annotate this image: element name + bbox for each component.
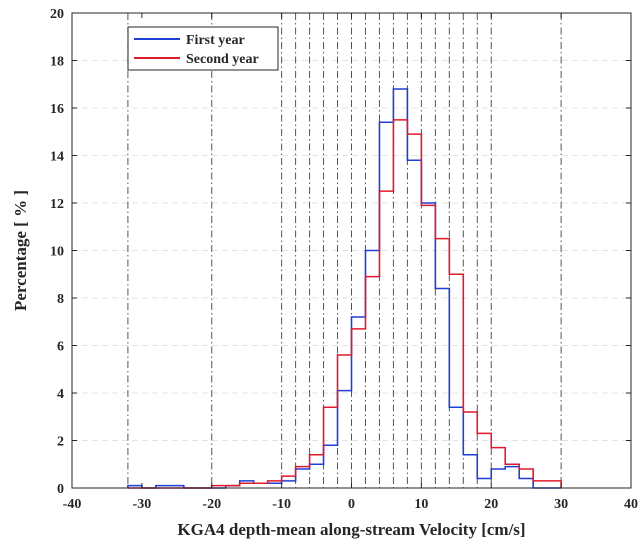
- y-tick-label: 18: [50, 55, 64, 70]
- legend: First year Second year: [127, 26, 279, 71]
- x-axis-label: KGA4 depth-mean along-stream Velocity [c…: [177, 520, 525, 539]
- ticks-layer: -40 -30 -20 -10 0 10 20 30 40 0 2 4 6 8 10 12 14 16 18 20: [50, 7, 638, 512]
- y-tick-label: 2: [57, 435, 64, 450]
- y-tick-label: 12: [50, 197, 64, 212]
- series-second-year-line: [127, 119, 562, 489]
- y-tick-label: 0: [57, 482, 64, 497]
- y-axis-label: Percentage [ % ]: [11, 190, 30, 311]
- y-tick-label: 4: [57, 387, 64, 402]
- y-tick-label: 10: [50, 245, 64, 260]
- legend-label-second-year: Second year: [186, 52, 259, 67]
- x-tick-label: 30: [554, 497, 568, 512]
- y-tick-label: 6: [57, 340, 64, 355]
- legend-label-first-year: First year: [186, 33, 245, 48]
- legend-box: [127, 26, 279, 71]
- x-tick-label: -10: [272, 497, 291, 512]
- x-tick-label: 20: [484, 497, 498, 512]
- x-tick-label: -40: [63, 497, 82, 512]
- x-tick-label: -20: [202, 497, 221, 512]
- y-tick-label: 20: [50, 7, 64, 22]
- y-tick-label: 16: [50, 102, 64, 117]
- x-tick-label: -30: [133, 497, 152, 512]
- x-tick-label: 40: [624, 497, 638, 512]
- x-tick-label: 10: [414, 497, 428, 512]
- y-tick-label: 14: [50, 150, 64, 165]
- y-tick-label: 8: [57, 292, 64, 307]
- x-tick-label: 0: [348, 497, 355, 512]
